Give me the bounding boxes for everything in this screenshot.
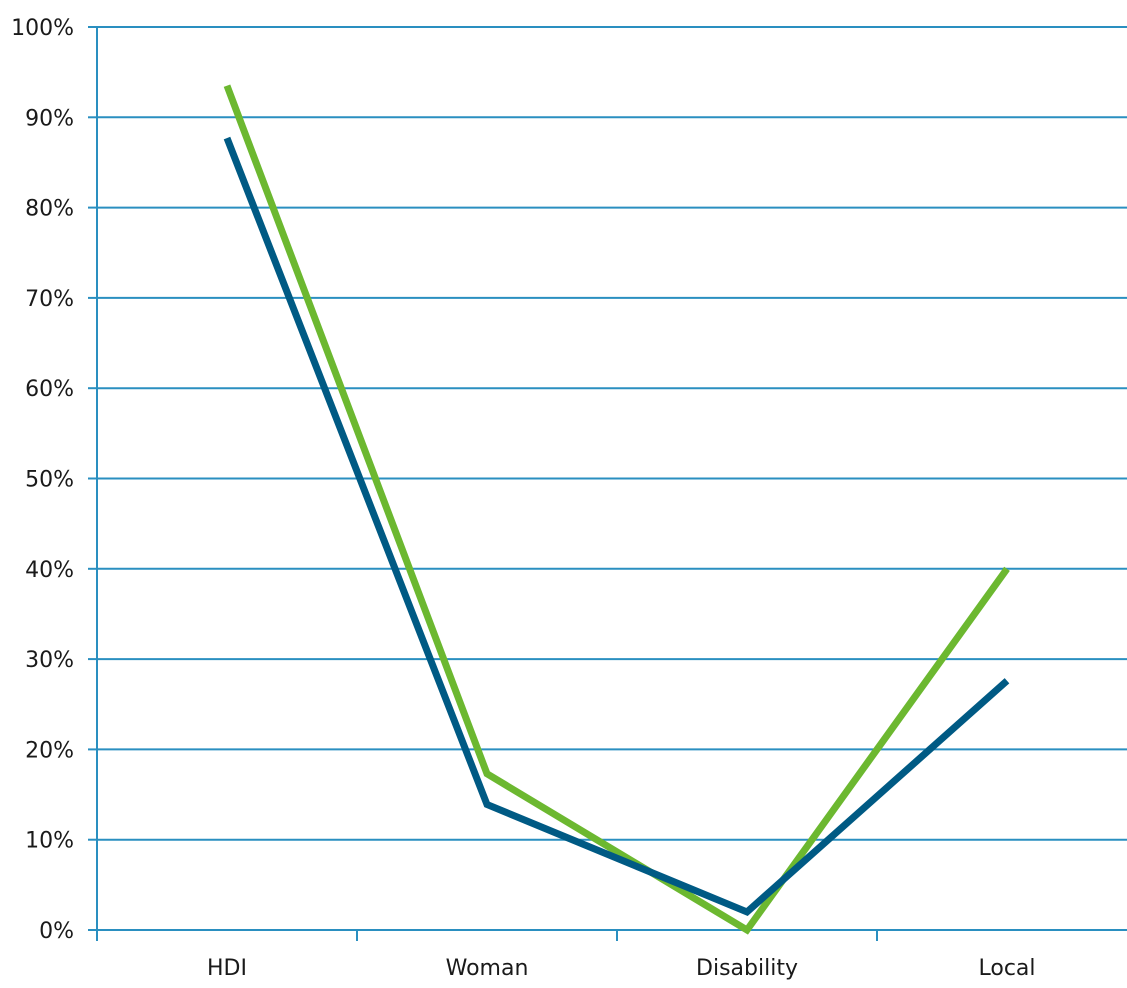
- y-tick-label: 20%: [25, 738, 74, 763]
- y-tick-label: 10%: [25, 829, 74, 854]
- y-tick-label: 50%: [25, 468, 74, 493]
- x-tick-label: HDI: [207, 956, 247, 981]
- x-tick-labels: HDI Woman Disability Local: [207, 956, 1036, 981]
- series-line-2: [223, 136, 1010, 917]
- y-tick-label: 70%: [25, 287, 74, 312]
- y-tick-label: 0%: [39, 919, 74, 944]
- x-tick-label: Disability: [696, 956, 798, 981]
- y-tick-label: 80%: [25, 197, 74, 222]
- x-tick-label: Local: [978, 956, 1035, 981]
- x-tick-label: Woman: [446, 956, 529, 981]
- y-tick-label: 100%: [11, 16, 74, 41]
- y-tick-label: 60%: [25, 377, 74, 402]
- axes: [88, 26, 1127, 941]
- gridlines: [97, 26, 1127, 841]
- y-tick-label: 40%: [25, 558, 74, 583]
- y-tick-label: 30%: [25, 648, 74, 673]
- y-tick-labels: 0% 10% 20% 30% 40% 50% 60% 70% 80% 90% 100%: [11, 16, 74, 944]
- y-tick-label: 90%: [25, 106, 74, 131]
- series-line-1: [223, 84, 1010, 935]
- series-lines: [223, 84, 1010, 935]
